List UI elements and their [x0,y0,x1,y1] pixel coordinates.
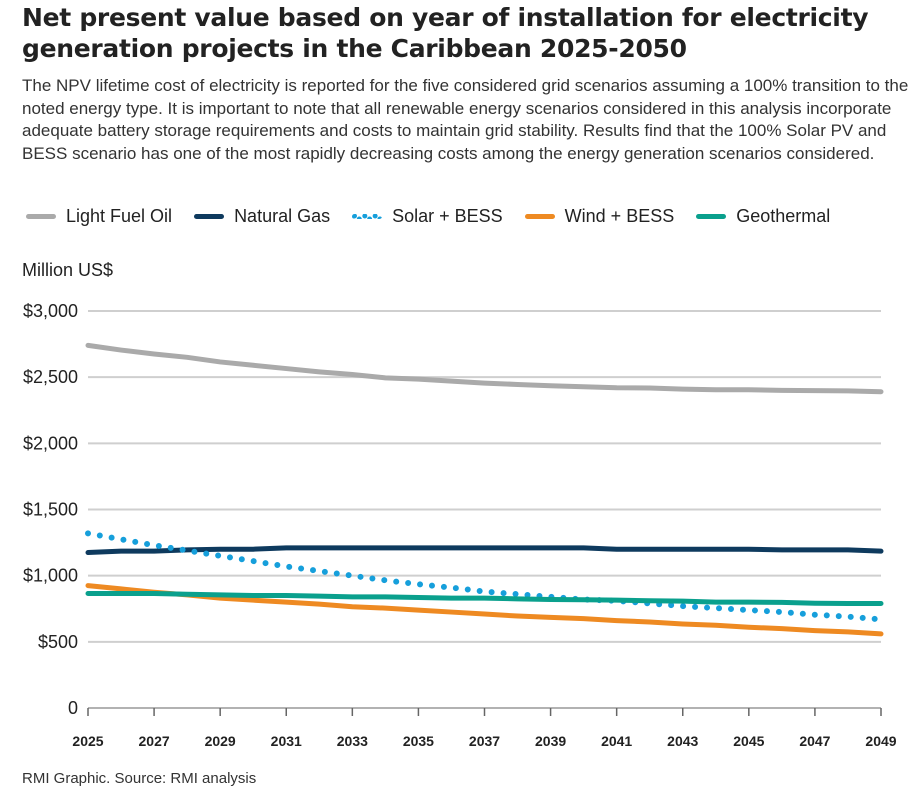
legend-item: Solar + BESS [352,206,503,227]
x-tick-label: 2031 [271,733,302,749]
y-tick-label: $500 [38,632,78,652]
x-tick-label: 2025 [72,733,103,749]
series-line-natural-gas [85,545,884,556]
y-tick-label: $1,000 [23,566,78,586]
legend-label: Light Fuel Oil [66,206,173,226]
y-tick-label: $3,000 [23,301,78,321]
series-line-light-fuel-oil [85,342,884,395]
x-tick-label: 2047 [799,733,830,749]
x-tick-label: 2029 [205,733,236,749]
series-line-wind-bess [85,583,884,637]
legend-item: Light Fuel Oil [26,206,172,227]
legend-swatch [352,214,383,219]
legend-label: Solar + BESS [392,206,503,226]
x-tick-label: 2039 [535,733,566,749]
chart-title: Net present value based on year of insta… [22,3,869,63]
x-tick-label: 2045 [733,733,764,749]
chart-subtitle: The NPV lifetime cost of electricity is … [22,76,909,163]
series-line-geothermal [85,591,884,606]
y-tick-label: $2,000 [23,433,78,453]
legend-item: Wind + BESS [524,206,675,227]
y-axis-label: Million US$ [22,260,114,280]
x-tick-label: 2049 [865,733,896,749]
legend-swatch [524,214,555,219]
x-tick-label: 2035 [403,733,434,749]
series-line-solar-bess [85,530,884,623]
y-tick-label: 0 [68,698,78,718]
x-tick-label: 2027 [139,733,170,749]
legend-swatch [696,214,727,219]
source-footer: RMI Graphic. Source: RMI analysis [22,770,257,787]
y-tick-label: $2,500 [23,367,78,387]
legend-swatch [26,214,56,219]
legend-label: Wind + BESS [564,206,675,226]
x-tick-label: 2043 [667,733,698,749]
y-tick-label: $1,500 [23,500,78,520]
legend-label: Natural Gas [234,206,331,226]
legend-item: Geothermal [696,206,830,227]
x-tick-label: 2037 [469,733,500,749]
x-tick-label: 2033 [337,733,368,749]
legend: Light Fuel Oil Natural Gas Solar + BESS Win… [26,206,852,227]
legend-label: Geothermal [736,206,831,226]
legend-item: Natural Gas [194,206,330,227]
legend-swatch [194,214,225,219]
x-tick-label: 2041 [601,733,632,749]
